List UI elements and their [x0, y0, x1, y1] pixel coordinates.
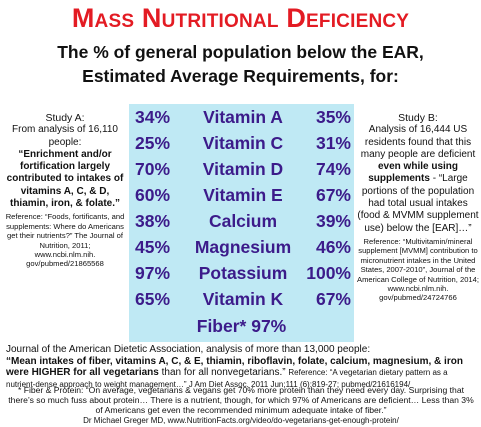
study-b-reference: Reference: “Multivitamin/mineral supplem… — [357, 236, 479, 284]
study-b-intro: Analysis of 16,444 US residents found th… — [360, 124, 476, 160]
nutrient-row: 65% Vitamin K 67% — [129, 288, 354, 311]
study-a-percent: 65% — [135, 289, 171, 309]
study-b-percent: 46% — [315, 237, 351, 257]
study-a-url: www.ncbi.nlm.nih. gov/pubmed/21865568 — [26, 250, 104, 269]
study-b-percent: 67% — [315, 289, 351, 309]
nutrient-name: Vitamin D — [202, 159, 284, 179]
study-b-percent: 74% — [315, 159, 351, 179]
study-a-intro: From analysis of 16,110 people: — [12, 124, 118, 148]
study-a-percent: 25% — [135, 133, 171, 153]
nutrient-table: 34% Vitamin A 35% 25% Vitamin C 31% 70% … — [129, 104, 354, 342]
study-a-quote: “Enrichment and/or fortification largely… — [6, 148, 124, 210]
nutrient-row: 60% Vitamin E 67% — [129, 184, 354, 207]
nutrient-row: 70% Vitamin D 74% — [129, 158, 354, 181]
jada-reference: Reference: “A vegetarian dietary pattern… — [6, 368, 448, 389]
subtitle-line-1: The % of general population below the EA… — [57, 42, 424, 62]
page-title: Mass Nutritional Deficiency — [71, 3, 410, 33]
study-b-panel: Study B: Analysis of 16,444 US residents… — [357, 112, 479, 303]
nutrient-name: Vitamin C — [202, 133, 284, 153]
study-a-percent: 70% — [135, 159, 171, 179]
nutrient-row: 34% Vitamin A 35% — [129, 106, 354, 129]
footer-note: * Fiber & Protein: “On average, vegetari… — [4, 385, 478, 426]
study-b-percent: 39% — [315, 211, 351, 231]
study-b-percent: 67% — [315, 185, 351, 205]
study-b-percent: 35% — [315, 107, 351, 127]
nutrient-row: 45% Magnesium 46% — [129, 236, 354, 259]
fiber-row: Fiber* 97% — [196, 316, 287, 336]
nutrient-row: 38% Calcium 39% — [129, 210, 354, 233]
nutrient-name: Vitamin E — [203, 185, 283, 205]
study-b-heading: Study B: — [398, 112, 438, 124]
nutrient-row: 97% Potassium 100% — [129, 262, 354, 285]
study-a-percent: 60% — [135, 185, 171, 205]
nutrient-name: Vitamin A — [203, 107, 283, 127]
study-b-percent: 100% — [306, 263, 351, 283]
subtitle: The % of general population below the EA… — [0, 40, 481, 88]
subtitle-line-2: Estimated Average Requirements, for: — [82, 66, 399, 86]
study-a-percent: 45% — [135, 237, 171, 257]
study-a-heading: Study A: — [45, 112, 85, 124]
nutrient-name: Calcium — [208, 211, 278, 231]
nutrient-name: Potassium — [198, 263, 288, 283]
nutrient-name: Vitamin K — [202, 289, 284, 309]
jada-quote: “Mean intakes of fiber, vitamins A, C, &… — [6, 355, 463, 379]
jada-quote-tail: than for all nonvegetarians.” — [161, 367, 286, 379]
study-b-url: www.ncbi.nlm.nih. gov/pubmed/24724766 — [379, 284, 457, 303]
study-a-panel: Study A: From analysis of 16,110 people:… — [4, 112, 126, 269]
nutrient-row: 25% Vitamin C 31% — [129, 132, 354, 155]
jada-intro: Journal of the American Dietetic Associa… — [6, 344, 371, 355]
fiber-protein-note: * Fiber & Protein: “On average, vegetari… — [8, 385, 474, 416]
study-a-reference: Reference: “Foods, fortificants, and sup… — [5, 212, 125, 250]
study-a-percent: 97% — [135, 263, 171, 283]
source-credit: Dr Michael Greger MD, www.NutritionFacts… — [83, 415, 399, 425]
study-b-emphasis: even while using supplements — [368, 161, 459, 185]
jada-study: Journal of the American Dietetic Associa… — [6, 344, 478, 390]
study-b-quote: - “Large portions of the population had … — [357, 173, 479, 234]
study-a-percent: 38% — [135, 211, 171, 231]
study-a-percent: 34% — [135, 107, 171, 127]
nutrient-name: Magnesium — [194, 237, 292, 257]
study-b-percent: 31% — [315, 133, 351, 153]
